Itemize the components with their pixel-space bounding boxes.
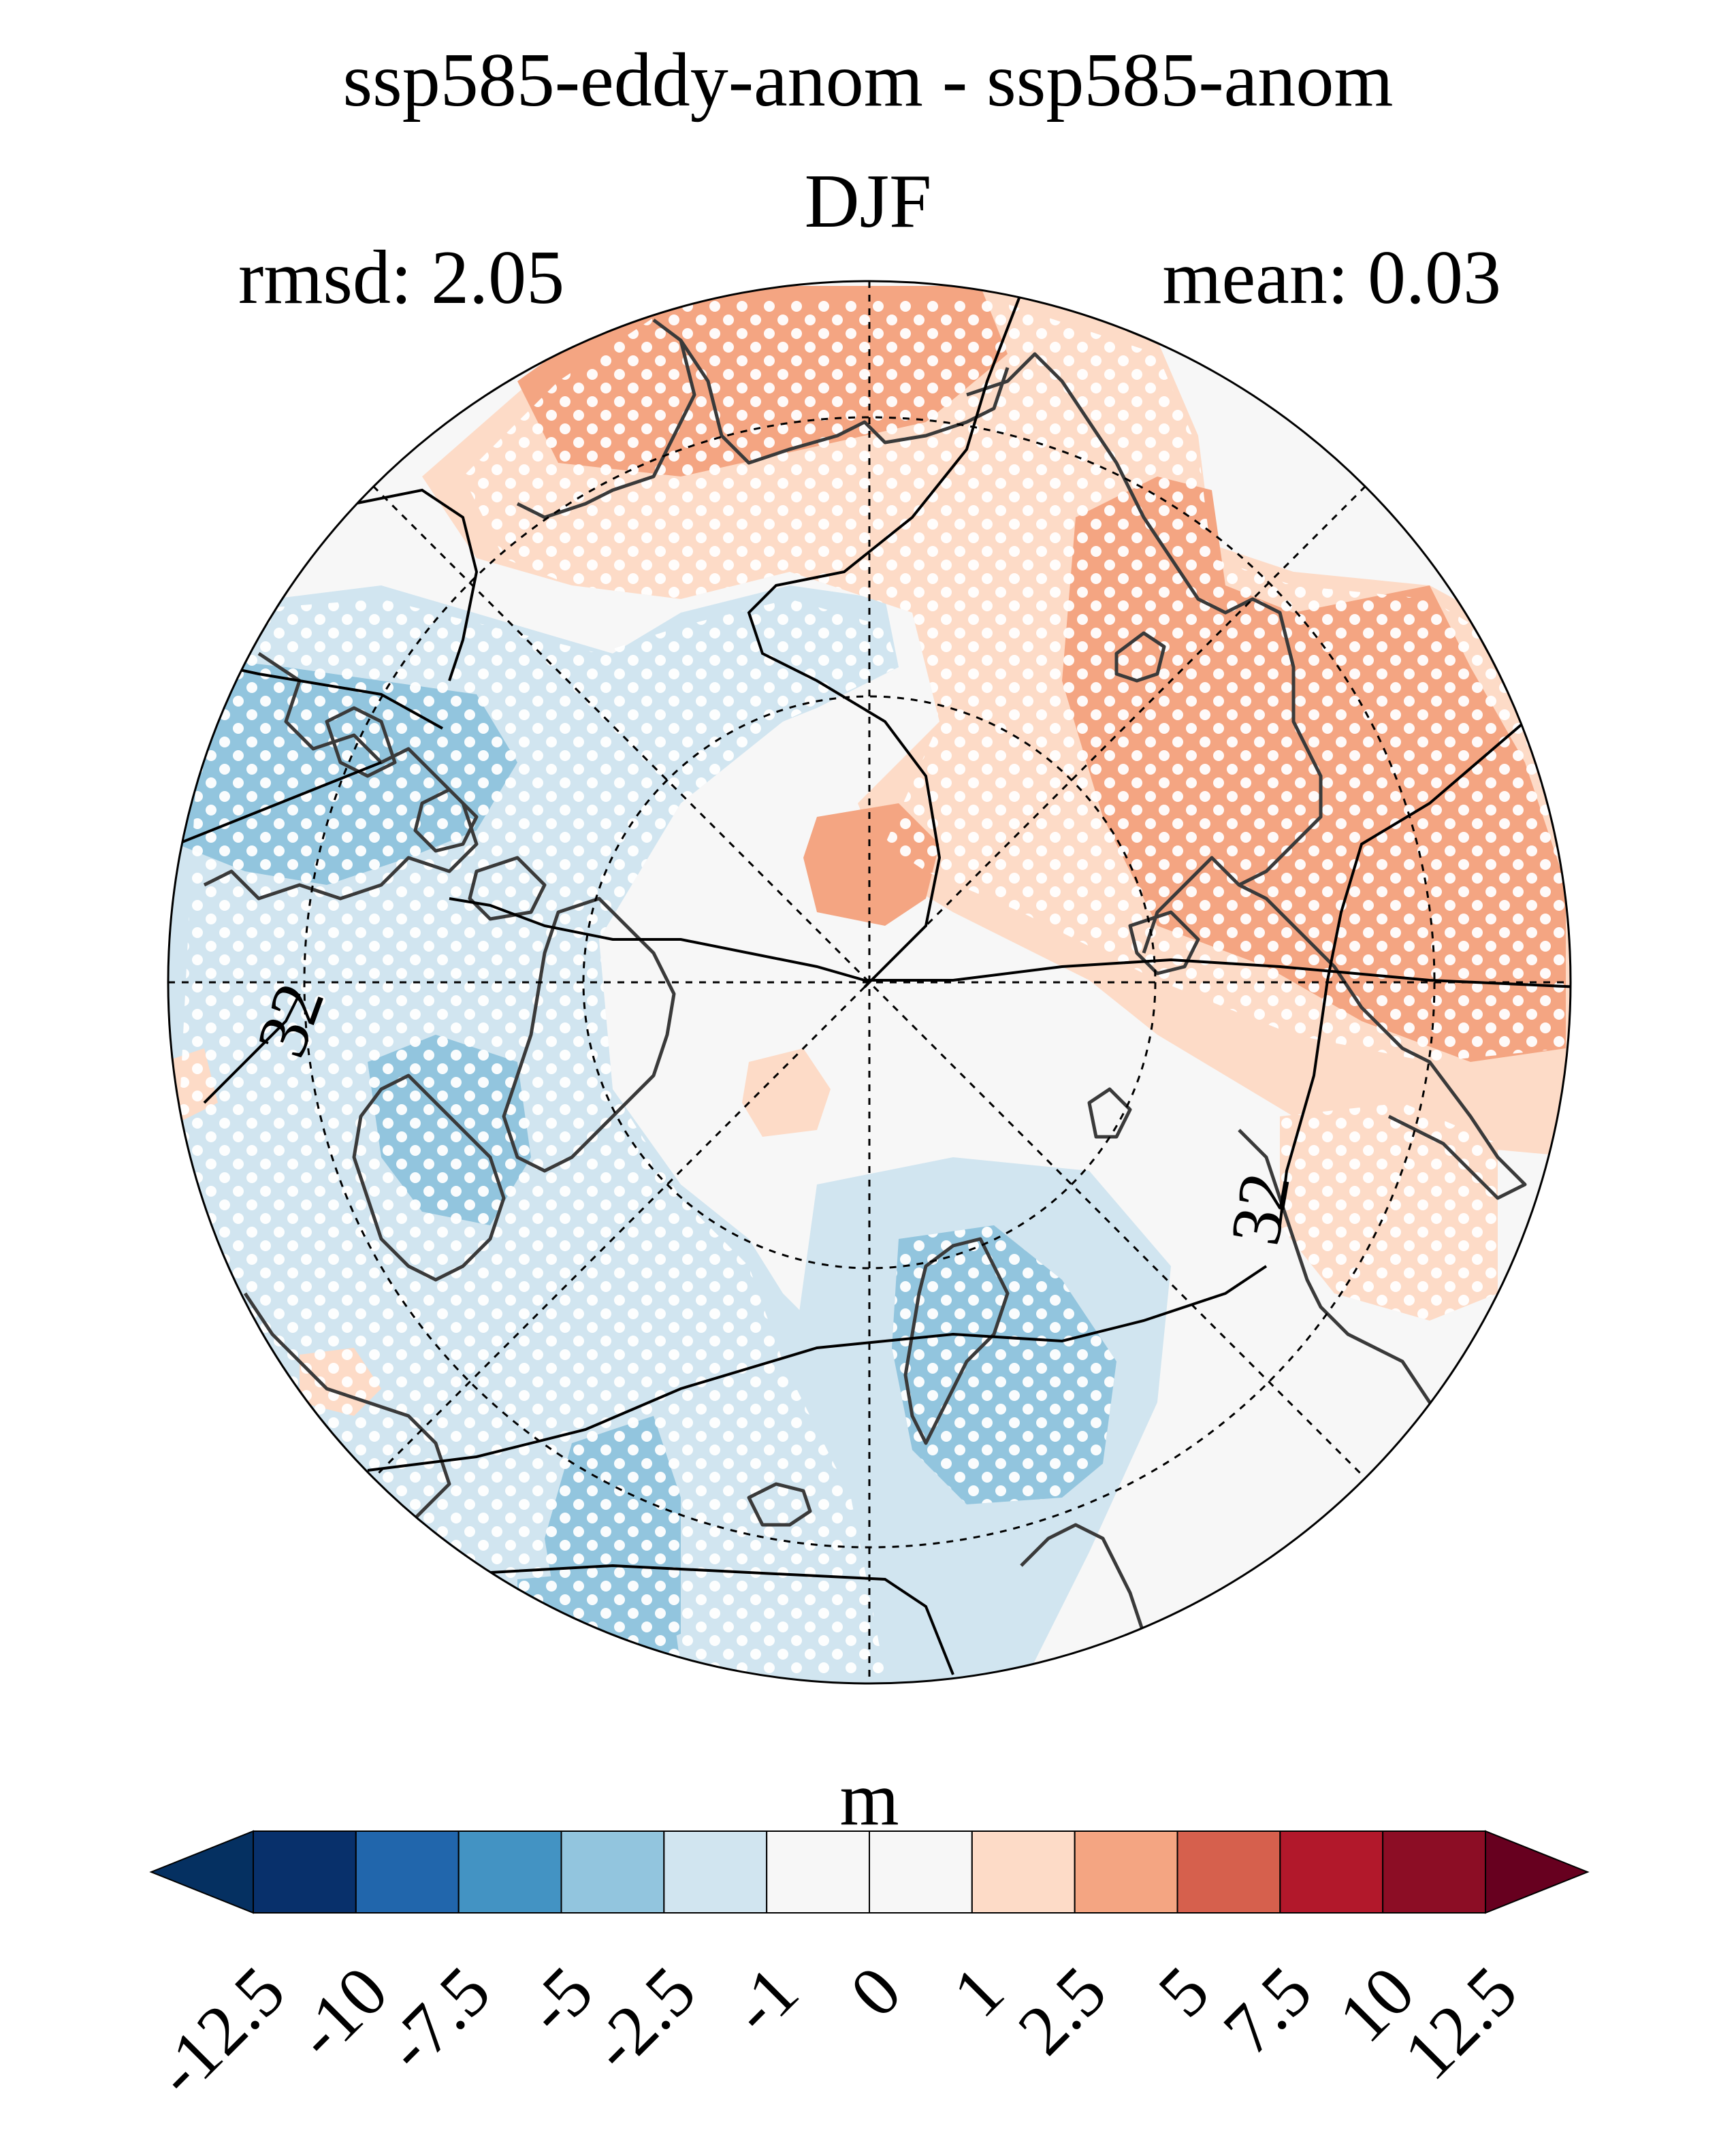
coastline-asia-east bbox=[1238, 1129, 1458, 1431]
colorbar-tick-label: -12.5 bbox=[140, 1952, 300, 2112]
coastline-iceland bbox=[747, 1482, 812, 1527]
rmsd-label: rmsd: 2.05 bbox=[238, 236, 565, 320]
colorbar-swatch bbox=[766, 1830, 870, 1914]
significance-stippling bbox=[177, 300, 1566, 1675]
coastline-europe bbox=[903, 1237, 1146, 1634]
mean-label: mean: 0.03 bbox=[1162, 236, 1501, 320]
coastline-baltic bbox=[1087, 1087, 1132, 1139]
colorbar-swatch bbox=[663, 1830, 768, 1914]
field-light-red-small bbox=[742, 1048, 831, 1137]
contour-south bbox=[367, 1265, 1268, 1472]
colorbar-tick-label: -2.5 bbox=[576, 1952, 711, 2086]
stipple-region-north bbox=[463, 300, 1566, 1062]
colorbar-swatch bbox=[560, 1830, 665, 1914]
colorbar-swatch bbox=[1279, 1830, 1384, 1914]
colorbar-tick-label: 5 bbox=[1144, 1952, 1224, 2032]
colorbar-swatch bbox=[457, 1830, 562, 1914]
colorbar-tick-label: 7.5 bbox=[1208, 1952, 1326, 2069]
colorbar-swatch bbox=[253, 1830, 357, 1914]
colorbar-boxes bbox=[149, 1830, 1590, 1914]
season-label: DJF bbox=[804, 159, 932, 244]
colorbar-tick-label: 12.5 bbox=[1389, 1952, 1532, 2095]
coastline-novaya-zemlya bbox=[1114, 631, 1166, 683]
contour-north bbox=[747, 292, 1023, 988]
contour-lines bbox=[168, 292, 1571, 1675]
colorbar-tick-label: 1 bbox=[938, 1952, 1018, 2032]
stipple-region-west bbox=[177, 599, 899, 1675]
colorbar-swatch bbox=[869, 1830, 973, 1914]
coastline-hudson-bay bbox=[352, 1074, 506, 1282]
colorbar-swatch bbox=[355, 1830, 460, 1914]
colorbar-tick-label: -10 bbox=[280, 1952, 402, 2073]
coastline-canada-archipelago bbox=[203, 651, 547, 921]
colorbar-tick-label: -7.5 bbox=[370, 1952, 505, 2086]
coastline-siberia bbox=[966, 352, 1527, 1200]
colorbar-swatch bbox=[1382, 1830, 1486, 1914]
contour-northwest bbox=[353, 488, 479, 681]
colorbar-unit: m bbox=[839, 1757, 899, 1841]
coastline-taymyr bbox=[1128, 910, 1200, 975]
stipple-region-east bbox=[1280, 1103, 1498, 1321]
contour-west-outer bbox=[176, 761, 382, 1104]
coastline-scandinavia bbox=[516, 319, 1010, 519]
colorbar-extend-low bbox=[149, 1830, 254, 1914]
meridian-diagonal-b bbox=[372, 485, 1367, 1480]
colorbar-swatch bbox=[971, 1830, 1076, 1914]
contour-east bbox=[1279, 720, 1526, 1226]
map-boundary bbox=[167, 280, 1572, 1685]
graticule bbox=[168, 281, 1571, 1683]
colorbar-swatch bbox=[1074, 1830, 1178, 1914]
meridian-diagonal-a bbox=[372, 485, 1367, 1480]
stipple-region-europe bbox=[892, 1225, 1116, 1504]
colorbar-tick-label: -1 bbox=[716, 1952, 814, 2049]
coastline-greenland bbox=[502, 897, 676, 1173]
colorbar-tick-label: 0 bbox=[835, 1952, 916, 2032]
colorbar-extend-high bbox=[1485, 1830, 1590, 1914]
colorbar-swatch bbox=[1176, 1830, 1281, 1914]
plot-title: ssp585-eddy-anom - ssp585-anom bbox=[342, 38, 1394, 123]
colorbar-tick-label: 2.5 bbox=[1003, 1952, 1121, 2069]
contour-label-east: 32 bbox=[1216, 1167, 1305, 1250]
contour-south-outer bbox=[489, 1564, 954, 1675]
